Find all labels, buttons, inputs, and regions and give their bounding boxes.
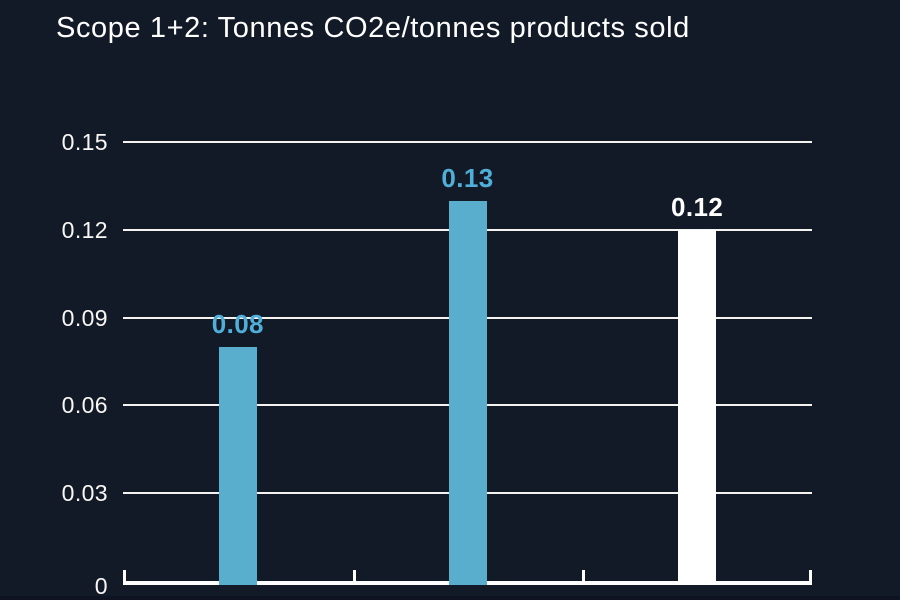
y-axis-tick-label: 0.09: [61, 304, 108, 331]
x-axis-tick: [352, 570, 356, 584]
x-axis-tick: [809, 570, 812, 584]
x-axis-tick: [123, 570, 126, 584]
y-axis-tick-label: 0: [94, 573, 108, 599]
bar-value-label: 0.13: [441, 162, 494, 193]
bar-value-label: 0.08: [211, 308, 264, 339]
bar-value-label: 0.12: [671, 191, 724, 222]
y-axis-tick-label: 0.03: [61, 480, 108, 507]
bar-2: [448, 200, 487, 585]
bar-3: [678, 229, 717, 585]
chart-title: Scope 1+2: Tonnes CO2e/tonnes products s…: [56, 12, 690, 44]
y-gridline: [123, 141, 812, 143]
bar-1: [218, 346, 257, 585]
y-axis-tick-label: 0.12: [61, 216, 108, 243]
y-axis-tick-label: 0.06: [61, 392, 108, 419]
bottom-edge-strip: [0, 596, 900, 600]
y-axis-tick-label: 0.15: [61, 129, 108, 155]
x-axis-tick: [582, 570, 586, 584]
